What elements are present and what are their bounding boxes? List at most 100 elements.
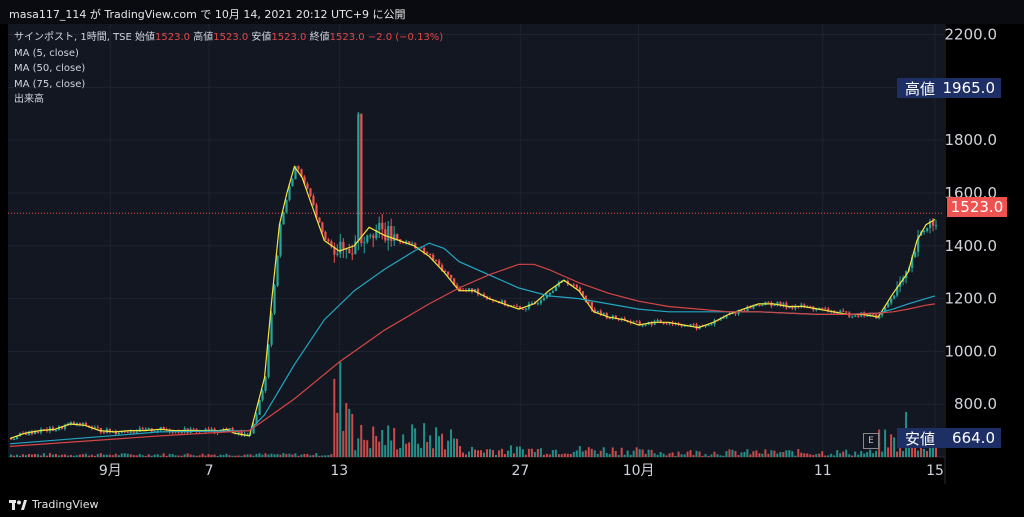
volume-bar [803,453,806,457]
candle-body [593,309,596,313]
candle-body [318,217,321,223]
candle-body [476,289,480,295]
candle-body [345,248,348,250]
tradingview-logo[interactable]: TradingView [9,498,98,511]
volume-bar [441,433,444,457]
volume-bar [617,454,620,457]
volume-bar [471,446,474,457]
volume-bar [459,446,462,457]
candle-body [84,423,88,426]
volume-bar [602,447,605,457]
volume-bar [462,452,465,457]
price-axis[interactable] [945,24,1024,484]
candle-body [587,301,590,303]
candle-body [776,302,779,305]
volume-bar [267,454,270,457]
volume-bar [527,448,530,457]
volume-bar [650,449,653,457]
candle-body [297,166,300,170]
time-axis[interactable] [8,457,945,484]
candle-body [518,306,522,309]
volume-bar [488,449,491,457]
volume-bar [474,449,476,457]
volume-bar [932,440,935,457]
volume-bar [309,455,312,457]
volume-bar [141,455,144,457]
candle-body [240,431,243,436]
volume-bar [192,455,195,457]
candle-body [512,305,516,307]
high-badge-label: 高値 [905,79,936,98]
volume-bar [360,424,363,457]
volume-bar [381,430,384,457]
volume-bar [111,455,114,457]
volume-bar [60,454,63,457]
candle-body [719,318,722,321]
volume-bar [587,447,590,457]
ma5-line [9,165,936,440]
volume-bar [51,454,54,457]
candle-body [500,300,504,304]
candle-body [459,288,462,291]
legend-indicator-ma50[interactable]: MA (50, close) [14,63,86,74]
volume-bar [183,454,186,457]
volume-bar [929,443,932,457]
candle-body [129,431,132,433]
volume-bar [357,438,360,457]
candle-body [81,423,85,425]
candle-body [935,225,938,227]
legend-indicator-ma5[interactable]: MA (5, close) [14,47,79,59]
candle-body [279,224,282,256]
volume-bar [18,455,21,457]
candle-body [743,310,746,312]
candle-body [773,304,776,306]
volume-bar [671,452,674,457]
volume-bar [599,450,602,457]
chart-area[interactable] [8,24,944,457]
candle-body [758,304,761,306]
volume-bar [456,438,459,457]
candle-body [153,431,156,433]
candle-body [575,284,578,288]
footer-brand: TradingView [32,498,99,511]
volume-bar [453,438,456,457]
volume-bar [288,453,291,457]
legend-indicator-volume[interactable]: 出来高 [14,94,44,105]
candle-body [815,309,818,311]
volume-bar [695,450,698,457]
volume-bar [869,449,872,457]
volume-bar [554,449,557,457]
candle-body [707,325,710,327]
volume-bar [426,441,429,457]
volume-bar [78,454,81,457]
earnings-marker[interactable]: E [863,433,879,449]
candle-body [857,315,860,317]
volume-bar [740,452,743,457]
volume-bar [731,449,734,457]
volume-bar [189,454,192,457]
volume-bar [216,455,219,457]
low-badge-label: 安値 [905,429,936,448]
legend-high-value: 1523.0 [213,32,249,43]
volume-bar [737,455,740,457]
candle-body [420,247,423,249]
volume-bar [632,450,635,457]
volume-bar [509,445,512,457]
candle-body [725,314,728,318]
volume-bar [36,454,39,457]
volume-bar [321,455,324,457]
volume-bar [674,455,677,457]
candle-body [351,253,354,255]
volume-bar [542,454,545,457]
volume-bar [701,455,704,457]
candle-body [824,308,827,310]
candle-body [69,422,73,424]
volume-bar [827,455,830,457]
candle-body [264,376,267,391]
candle-body [539,300,543,304]
volume-bar [758,453,761,457]
volume-bar [689,450,692,457]
legend-indicator-ma75[interactable]: MA (75, close) [14,78,86,90]
volume-bar [384,445,387,457]
y-tick-label: 1000.0 [945,342,998,360]
